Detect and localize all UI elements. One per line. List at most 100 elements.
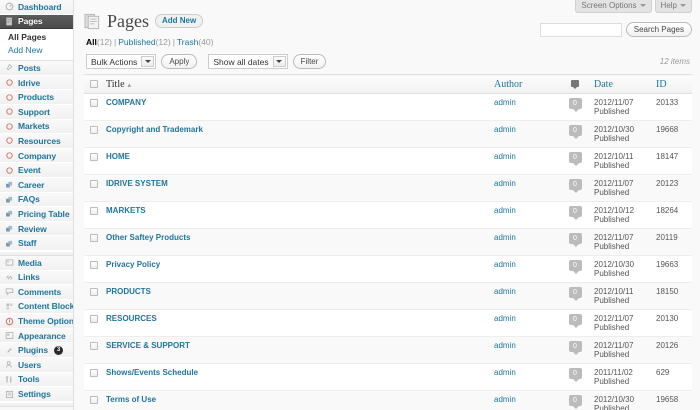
sidebar-item-markets[interactable]: Markets xyxy=(0,119,73,135)
filter-trash-link[interactable]: Trash xyxy=(176,37,199,47)
column-header-comments[interactable] xyxy=(560,74,590,94)
sidebar-item-plugins[interactable]: Plugins 3 xyxy=(0,343,73,359)
filter-button[interactable]: Filter xyxy=(292,54,327,69)
sidebar-item-dashboard[interactable]: Dashboard xyxy=(0,0,73,15)
table-row[interactable]: Privacy Policy admin 0 2012/10/30 Publish… xyxy=(84,255,692,283)
author-link[interactable]: admin xyxy=(494,179,516,188)
author-link[interactable]: admin xyxy=(494,341,516,350)
comment-count-bubble[interactable]: 0 xyxy=(568,98,582,112)
page-title-link[interactable]: Privacy Policy xyxy=(106,260,161,269)
sidebar-item-comments[interactable]: Comments xyxy=(0,285,73,300)
table-row[interactable]: SERVICE & SUPPORT admin 0 2012/11/07 Publ… xyxy=(84,336,692,364)
table-row[interactable]: PRODUCTS admin 0 2012/10/11 Published 181… xyxy=(84,282,692,310)
comment-count-bubble[interactable]: 0 xyxy=(568,287,582,301)
author-link[interactable]: admin xyxy=(494,368,516,377)
author-link[interactable]: admin xyxy=(494,98,516,107)
sidebar-item-review[interactable]: Review xyxy=(0,221,73,237)
page-title-link[interactable]: Other Saftey Products xyxy=(106,233,191,242)
author-link[interactable]: admin xyxy=(494,260,516,269)
row-checkbox[interactable] xyxy=(90,287,98,296)
sidebar-item-products[interactable]: Products xyxy=(0,90,73,105)
sidebar-item-appearance[interactable]: Appearance xyxy=(0,328,73,344)
search-pages-button[interactable]: Search Pages xyxy=(625,22,692,37)
row-select-cell[interactable] xyxy=(84,336,102,364)
table-row[interactable]: Copyright and Trademark admin 0 2012/10/… xyxy=(84,120,692,148)
comment-count-bubble[interactable]: 0 xyxy=(568,314,582,328)
filter-all-link[interactable]: All xyxy=(86,37,97,47)
sidebar-item-links[interactable]: Links xyxy=(0,270,73,286)
sidebar-subitem-add-new[interactable]: Add New xyxy=(8,45,43,56)
row-checkbox[interactable] xyxy=(90,368,98,377)
table-row[interactable]: Terms of Use admin 0 2012/10/30 Published… xyxy=(84,390,692,410)
row-select-cell[interactable] xyxy=(84,120,102,148)
row-checkbox[interactable] xyxy=(90,260,98,269)
row-select-cell[interactable] xyxy=(84,363,102,391)
sidebar-item-career[interactable]: Career xyxy=(0,177,73,193)
select-all-checkbox[interactable] xyxy=(90,80,98,89)
sidebar-item-shortcodes[interactable]: Shortcodes xyxy=(0,406,73,410)
sidebar-item-users[interactable]: Users xyxy=(0,358,73,373)
comment-count-bubble[interactable]: 0 xyxy=(568,260,582,274)
select-all-header[interactable] xyxy=(84,74,102,94)
column-header-id[interactable]: ID xyxy=(652,74,692,94)
row-checkbox[interactable] xyxy=(90,395,98,404)
page-title-link[interactable]: SERVICE & SUPPORT xyxy=(106,341,190,350)
comment-count-bubble[interactable]: 0 xyxy=(568,152,582,166)
comment-count-bubble[interactable]: 0 xyxy=(568,206,582,220)
author-link[interactable]: admin xyxy=(494,395,516,404)
sidebar-item-resources[interactable]: Resources xyxy=(0,134,73,149)
filter-published-link[interactable]: Published xyxy=(118,37,156,47)
add-new-button[interactable]: Add New xyxy=(155,14,204,28)
table-row[interactable]: MARKETS admin 0 2012/10/12 Published 1826… xyxy=(84,201,692,229)
comment-count-bubble[interactable]: 0 xyxy=(568,395,582,409)
table-row[interactable]: Other Saftey Products admin 0 2012/11/07… xyxy=(84,228,692,256)
table-row[interactable]: IDRIVE SYSTEM admin 0 2012/11/07 Publishe… xyxy=(84,174,692,202)
table-row[interactable]: COMPANY admin 0 2012/11/07 Published 2013… xyxy=(84,93,692,121)
row-select-cell[interactable] xyxy=(84,228,102,256)
sidebar-item-content-blocks[interactable]: Content Blocks xyxy=(0,299,73,315)
table-row[interactable]: HOME admin 0 2012/10/11 Published 18147 xyxy=(84,147,692,175)
page-title-link[interactable]: Copyright and Trademark xyxy=(106,125,203,134)
sidebar-item-idrive[interactable]: Idrive xyxy=(0,75,73,91)
sidebar-item-event[interactable]: Event xyxy=(0,163,73,178)
row-checkbox[interactable] xyxy=(90,314,98,323)
sidebar-item-settings[interactable]: Settings xyxy=(0,387,73,402)
sidebar-item-staff[interactable]: Staff xyxy=(0,236,73,251)
sidebar-item-media[interactable]: Media xyxy=(0,255,73,271)
row-select-cell[interactable] xyxy=(84,174,102,202)
row-select-cell[interactable] xyxy=(84,201,102,229)
comment-count-bubble[interactable]: 0 xyxy=(568,125,582,139)
help-button[interactable]: Help xyxy=(654,0,692,13)
page-title-link[interactable]: HOME xyxy=(106,152,130,161)
page-title-link[interactable]: RESOURCES xyxy=(106,314,157,323)
row-select-cell[interactable] xyxy=(84,147,102,175)
sidebar-subitem-all-pages[interactable]: All Pages xyxy=(8,32,47,43)
row-select-cell[interactable] xyxy=(84,282,102,310)
comment-count-bubble[interactable]: 0 xyxy=(568,179,582,193)
table-row[interactable]: RESOURCES admin 0 2012/11/07 Published 20… xyxy=(84,309,692,337)
row-checkbox[interactable] xyxy=(90,125,98,134)
row-checkbox[interactable] xyxy=(90,206,98,215)
apply-button-top[interactable]: Apply xyxy=(161,54,198,69)
row-select-cell[interactable] xyxy=(84,93,102,121)
author-link[interactable]: admin xyxy=(494,206,516,215)
row-checkbox[interactable] xyxy=(90,179,98,188)
author-link[interactable]: admin xyxy=(494,152,516,161)
bulk-actions-select-top[interactable]: Bulk Actions xyxy=(86,54,157,69)
row-select-cell[interactable] xyxy=(84,309,102,337)
column-header-date[interactable]: Date xyxy=(590,74,652,94)
author-link[interactable]: admin xyxy=(494,287,516,296)
screen-options-button[interactable]: Screen Options xyxy=(575,0,652,13)
sidebar-item-company[interactable]: Company xyxy=(0,148,73,164)
author-link[interactable]: admin xyxy=(494,125,516,134)
comment-count-bubble[interactable]: 0 xyxy=(568,341,582,355)
comment-count-bubble[interactable]: 0 xyxy=(568,233,582,247)
search-input[interactable] xyxy=(539,22,622,37)
author-link[interactable]: admin xyxy=(494,314,516,323)
column-header-title[interactable]: Title ▴ xyxy=(102,74,490,94)
row-checkbox[interactable] xyxy=(90,98,98,107)
column-header-author[interactable]: Author xyxy=(490,74,560,94)
page-title-link[interactable]: Terms of Use xyxy=(106,395,157,404)
comment-count-bubble[interactable]: 0 xyxy=(568,368,582,382)
page-title-link[interactable]: COMPANY xyxy=(106,98,147,107)
